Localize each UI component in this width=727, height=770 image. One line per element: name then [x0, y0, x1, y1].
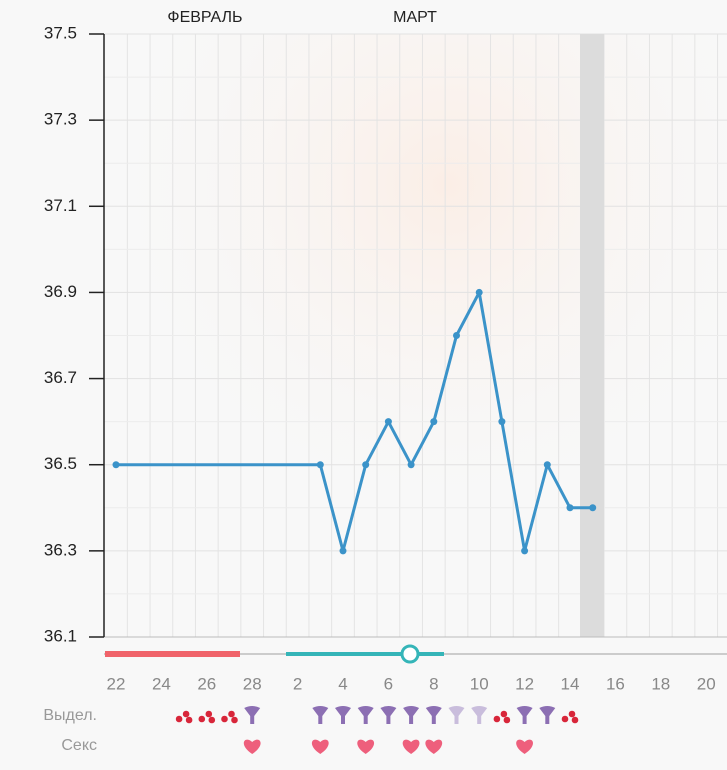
x-tick-label: 26 — [197, 674, 216, 693]
x-tick-label: 12 — [515, 674, 534, 693]
blood-icon — [503, 716, 511, 724]
blood-icon — [561, 715, 569, 723]
temperature-point — [316, 461, 324, 469]
x-tick-label: 14 — [561, 674, 580, 693]
y-tick-label: 37.3 — [44, 110, 77, 129]
y-tick-label: 36.3 — [44, 540, 77, 559]
row-label: Выдел. — [43, 707, 97, 724]
x-tick-label: 16 — [606, 674, 625, 693]
x-tick-label: 22 — [107, 674, 126, 693]
blood-icon — [185, 716, 193, 724]
blood-icon — [571, 716, 579, 724]
y-tick-label: 36.7 — [44, 368, 77, 387]
y-tick-label: 37.1 — [44, 196, 77, 215]
temperature-point — [521, 547, 529, 555]
x-tick-label: 2 — [293, 674, 302, 693]
x-tick-label: 6 — [384, 674, 393, 693]
y-tick-label: 37.5 — [44, 23, 77, 42]
sex-icon — [311, 739, 329, 754]
temperature-point — [362, 461, 370, 469]
blood-icon — [182, 710, 190, 718]
temperature-point — [475, 288, 483, 296]
sex-icon — [425, 739, 443, 754]
discharge-icon — [244, 706, 261, 724]
blood-icon — [493, 715, 501, 723]
x-tick-label: 10 — [470, 674, 489, 693]
blood-icon — [568, 710, 576, 718]
temperature-point — [566, 504, 574, 512]
row-label: Секс — [61, 737, 97, 754]
today-band — [580, 34, 604, 637]
blood-icon — [228, 710, 235, 718]
discharge-icon — [380, 706, 397, 724]
discharge-icon — [335, 706, 351, 724]
x-tick-label: 8 — [429, 674, 438, 693]
temperature-point — [384, 418, 392, 426]
temperature-line — [116, 290, 593, 553]
y-tick-label: 36.1 — [44, 626, 77, 645]
discharge-icon — [312, 706, 329, 724]
temperature-point — [339, 547, 347, 555]
blood-icon — [198, 715, 206, 723]
x-tick-label: 20 — [697, 674, 716, 693]
blood-icon — [205, 710, 213, 718]
blood-icon — [500, 710, 508, 718]
discharge-icon — [516, 706, 533, 724]
x-tick-label: 24 — [152, 674, 171, 693]
temperature-point — [589, 504, 597, 512]
x-tick-label: 18 — [651, 674, 670, 693]
y-tick-label: 36.9 — [44, 282, 77, 301]
discharge-icon — [357, 706, 374, 724]
month-label: ФЕВРАЛЬ — [167, 9, 242, 26]
x-tick-label: 4 — [338, 674, 347, 693]
discharge-icon — [448, 706, 465, 724]
ovulation-marker — [400, 644, 420, 664]
blood-icon — [231, 716, 238, 724]
temperature-point — [407, 461, 415, 469]
temperature-point — [453, 332, 460, 339]
sex-icon — [357, 739, 375, 754]
temperature-point — [498, 418, 506, 426]
blood-icon — [208, 716, 216, 724]
sex-icon — [243, 739, 261, 754]
month-label: МАРТ — [393, 9, 437, 26]
discharge-icon — [425, 706, 442, 724]
sex-icon — [402, 739, 420, 754]
discharge-icon — [403, 706, 420, 724]
y-tick-label: 36.5 — [44, 454, 77, 473]
blood-icon — [221, 715, 228, 723]
blood-icon — [175, 715, 183, 723]
discharge-icon — [539, 706, 556, 724]
x-tick-label: 28 — [243, 674, 262, 693]
temperature-point — [112, 461, 120, 469]
temperature-point — [543, 461, 551, 469]
temperature-point — [430, 418, 438, 426]
discharge-icon — [471, 706, 488, 724]
sex-icon — [516, 739, 533, 754]
